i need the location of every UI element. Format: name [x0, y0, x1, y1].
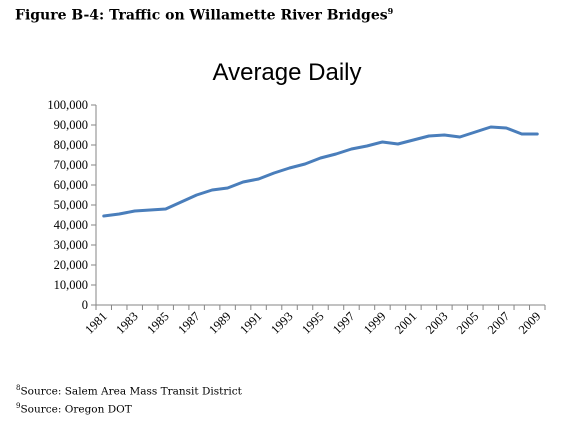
footnote: 9Source: Oregon DOT — [16, 401, 132, 416]
x-tick-label: 1995 — [299, 309, 327, 337]
series-line — [102, 125, 539, 218]
y-tick-label: 40,000 — [54, 218, 88, 232]
x-tick-label: 1997 — [330, 309, 358, 337]
chart-title: Average Daily — [213, 59, 362, 86]
line-chart: Average Daily 0 10,000 20,000 30,000 40,000 5… — [47, 59, 546, 337]
y-tick-label: 100,000 — [47, 98, 88, 112]
x-tick-label: 2001 — [392, 309, 420, 337]
y-axis-ticks: 0 10,000 20,000 30,000 40,000 50,000 60,000 70,… — [47, 98, 96, 312]
y-tick-label: 20,000 — [54, 258, 88, 272]
x-tick-label: 1981 — [82, 309, 110, 337]
x-tick-label: 2005 — [454, 309, 482, 337]
x-tick-label: 1989 — [206, 309, 234, 337]
figure-footnote-ref: 9 — [387, 6, 394, 16]
y-tick-label: 10,000 — [54, 278, 88, 292]
x-tick-label: 1991 — [237, 309, 265, 337]
footnotes: 8Source: Salem Area Mass Transit Distric… — [16, 381, 242, 416]
x-tick-label: 2009 — [516, 309, 544, 337]
x-tick-label: 1987 — [175, 309, 203, 337]
figure-title: Figure B-4: Traffic on Willamette River … — [15, 6, 393, 24]
y-tick-label: 60,000 — [54, 178, 88, 192]
x-tick-label: 1999 — [361, 309, 389, 337]
figure-label: Figure B-4: — [15, 7, 105, 24]
y-tick-label: 0 — [82, 298, 88, 312]
x-tick-label: 1993 — [268, 309, 296, 337]
x-tick-label: 2007 — [485, 309, 513, 337]
y-tick-label: 30,000 — [54, 238, 88, 252]
y-tick-label: 80,000 — [54, 138, 88, 152]
chart-axes — [95, 105, 545, 306]
footnote: 8Source: Salem Area Mass Transit Distric… — [16, 384, 242, 398]
x-tick-label: 2003 — [423, 309, 451, 337]
x-tick-label: 1985 — [144, 309, 172, 337]
x-tick-label: 1983 — [113, 309, 141, 337]
chart-series — [102, 125, 539, 218]
y-tick-label: 50,000 — [54, 198, 88, 212]
y-tick-label: 90,000 — [54, 118, 88, 132]
x-axis-ticks: 1981 1983 1985 1987 1989 1991 1993 1995 1997 1999… — [82, 305, 546, 337]
y-tick-label: 70,000 — [54, 158, 88, 172]
figure-title-text: Traffic on Willamette River Bridges — [109, 7, 388, 24]
